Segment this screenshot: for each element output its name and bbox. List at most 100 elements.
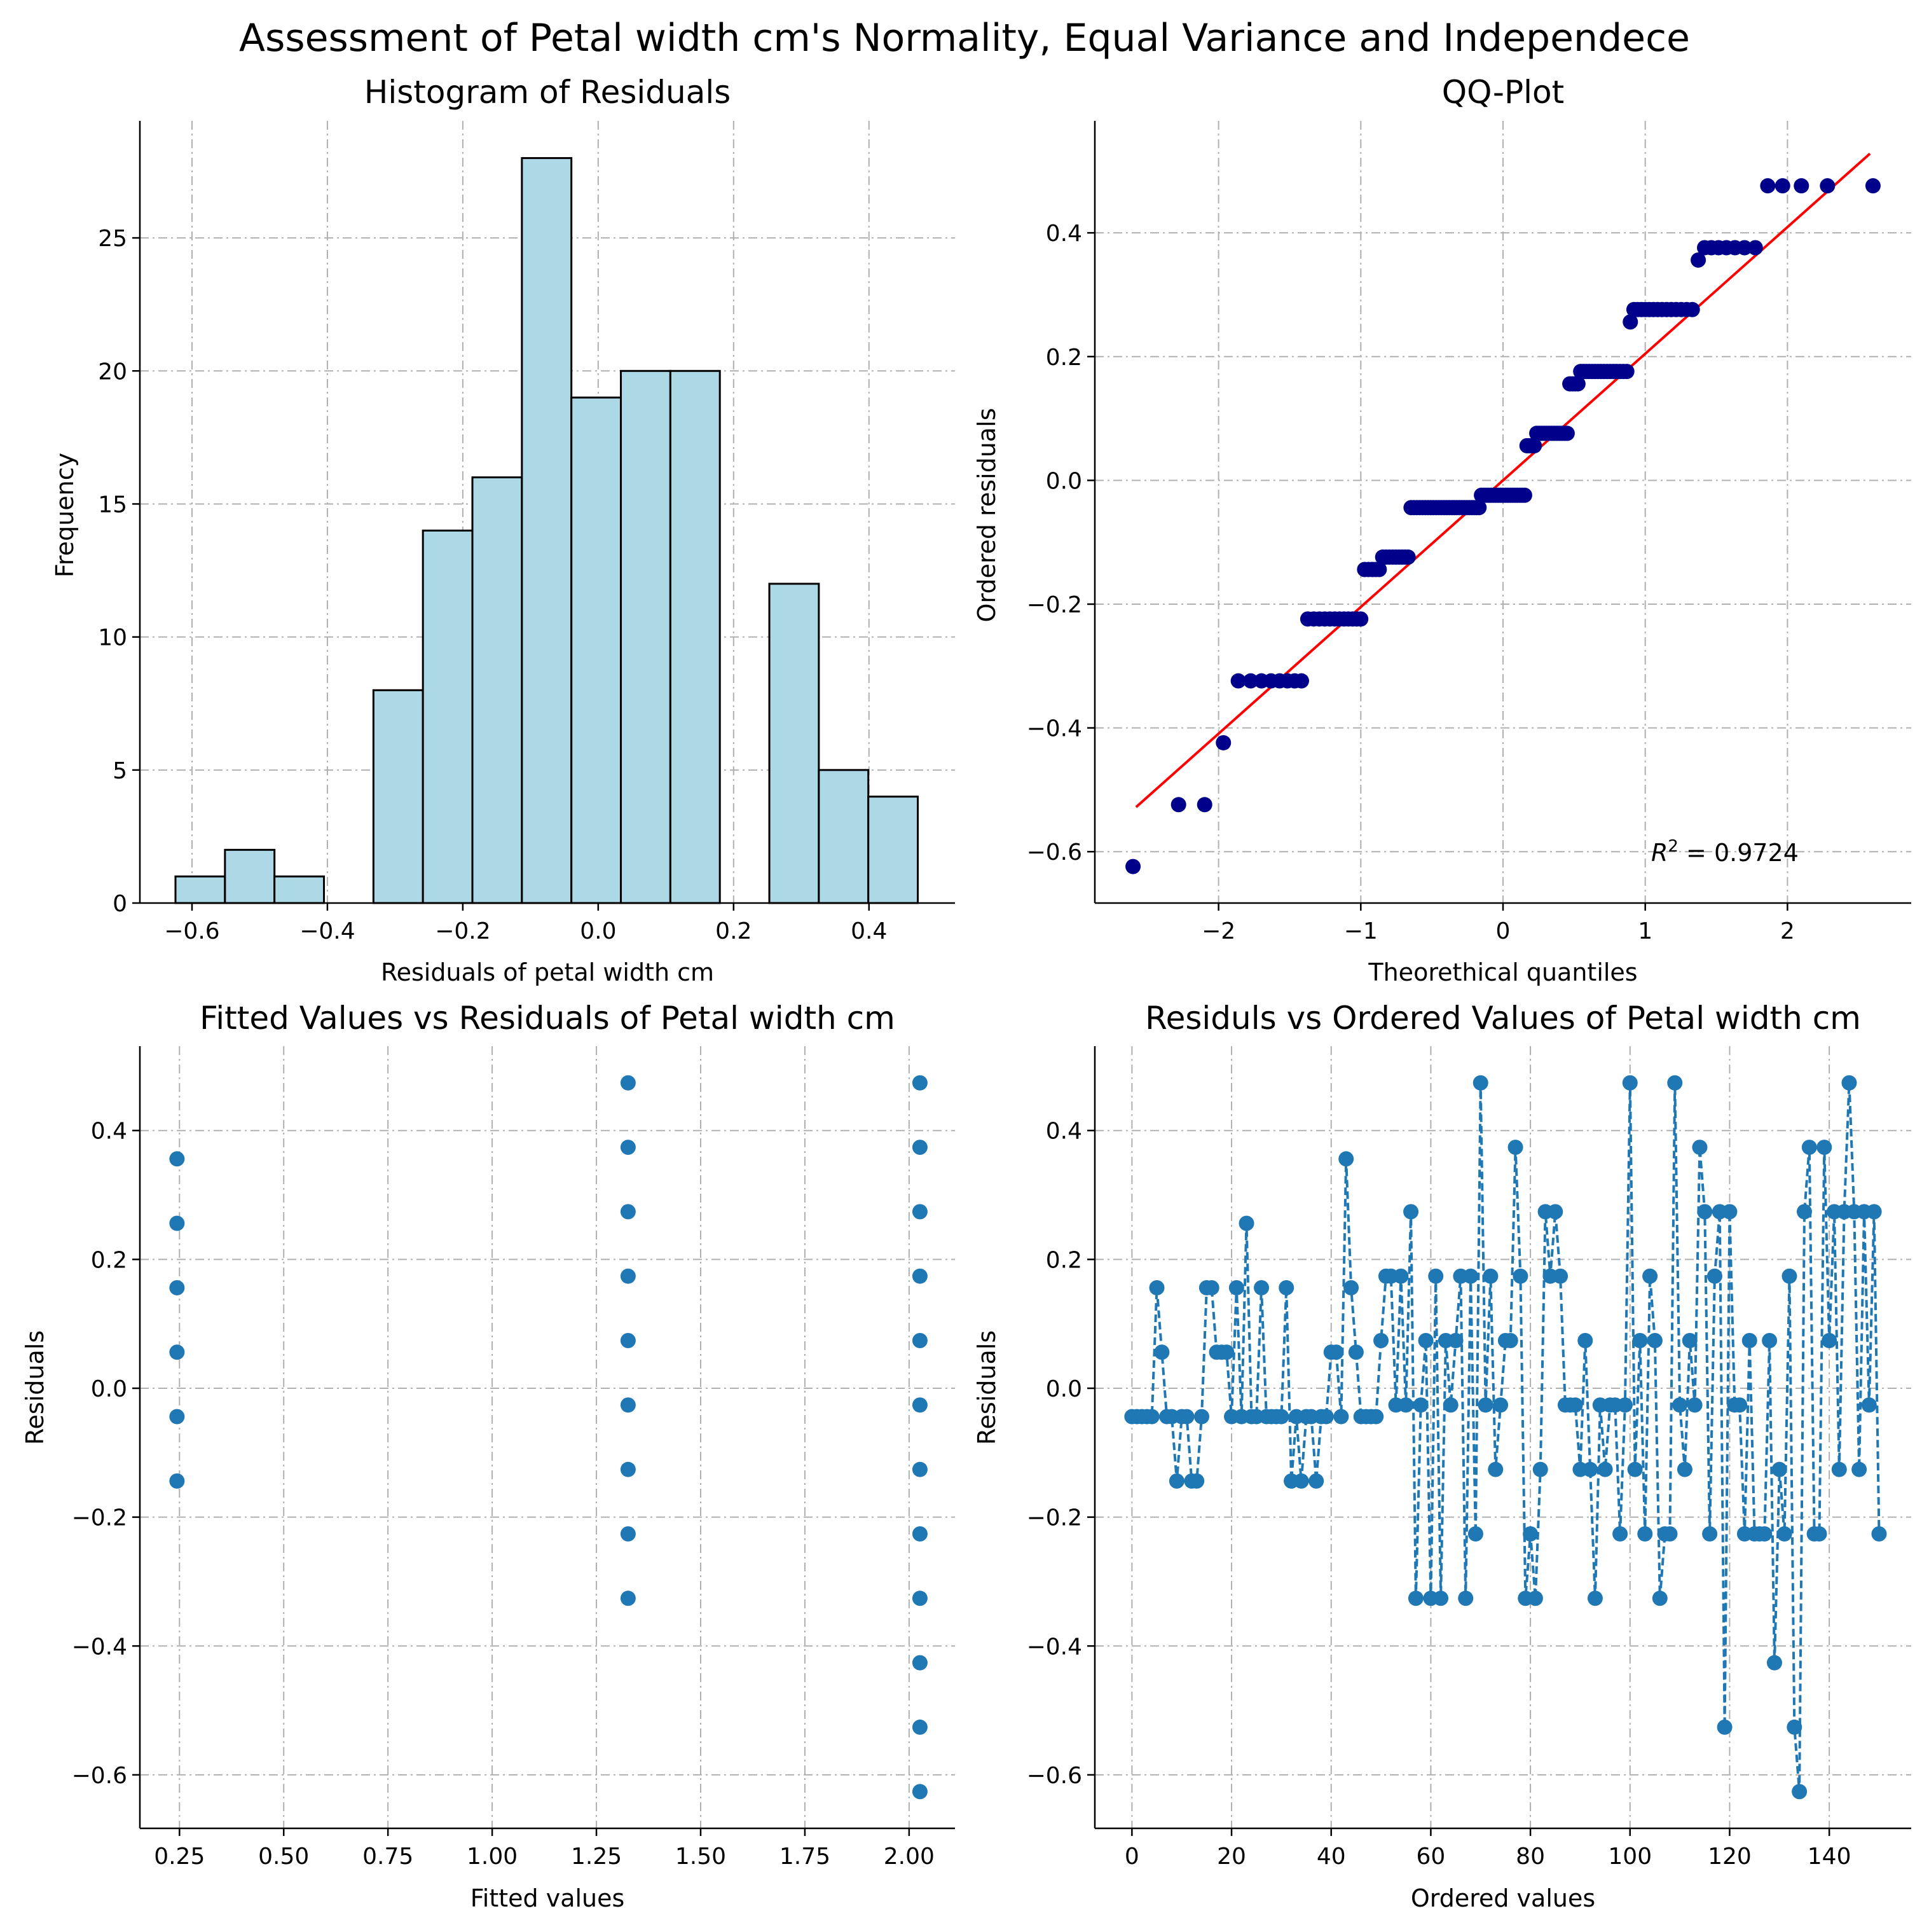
histogram-bar [372,689,424,904]
x-tick-label: 60 [1417,1844,1446,1870]
ordered-point [1771,1461,1787,1477]
histogram-bar [867,796,919,904]
qq-point [1471,500,1487,516]
qq-point [1216,735,1232,750]
ordered-point [1154,1344,1170,1360]
fitted-point [620,1590,636,1606]
ordered-point [1766,1655,1782,1671]
y-tick-label: 5 [113,758,127,784]
ordered-grid [1095,1046,1911,1828]
x-tick-label: −0.6 [164,918,219,944]
ordered-point [1403,1204,1419,1220]
ordered-point [1702,1526,1718,1542]
fitted-ylabel: Residuals [21,1330,49,1445]
ordered-point [1408,1590,1424,1606]
x-tick-label: 0 [1496,918,1511,944]
ordered-point [1413,1397,1429,1413]
ordered-point [1368,1409,1384,1425]
x-tick-label: 80 [1516,1844,1545,1870]
x-tick-label: 0.2 [715,918,752,944]
ordered-point [1333,1409,1349,1425]
qq-point [1570,376,1586,392]
ordered-point [1831,1461,1847,1477]
fitted-point [912,1268,928,1284]
panel-qq-plot: QQ-Plot −2 −1 0 1 2 −0.6 −0.4 −0.2 0.0 0.2 0.4 R2 … [973,74,1911,986]
ordered-point [1338,1151,1354,1167]
histogram-bar [224,848,276,904]
x-tick-label: 1.75 [779,1844,830,1870]
ordered-point [1189,1473,1205,1489]
qq-point [1820,178,1836,194]
x-tick-label: −0.4 [299,918,355,944]
ordered-point [1637,1526,1653,1542]
ordered-point [1871,1526,1887,1542]
x-tick-label: 0.25 [154,1844,205,1870]
ordered-point [1472,1075,1488,1091]
ordered-point [1617,1397,1633,1413]
y-tick-label: −0.2 [1027,592,1082,618]
fitted-point [912,1333,928,1349]
histogram-bar [521,157,573,904]
qq-point [1400,549,1416,565]
qq-fit-line [1135,153,1871,808]
ordered-point [1667,1075,1683,1091]
ordered-point [1373,1333,1389,1349]
figure-title: Assessment of Petal width cm's Normality… [239,16,1690,60]
ordered-point [1467,1526,1483,1542]
x-tick-label: 1.25 [571,1844,622,1870]
histogram-bar [669,369,721,904]
ordered-point [1822,1333,1837,1349]
y-tick-label: 0 [113,891,127,917]
y-tick-label: 10 [98,625,127,651]
fitted-point [912,1461,928,1477]
fitted-point [912,1526,928,1542]
ordered-point [1816,1140,1832,1156]
ordered-point [1687,1397,1703,1413]
y-tick-label: 0.0 [91,1376,127,1402]
fitted-point [620,1204,636,1220]
r-squared-superscript: 2 [1668,837,1678,856]
ordered-point [1647,1333,1663,1349]
qq-point [1243,673,1259,689]
ordered-point [1328,1344,1344,1360]
ordered-point [1144,1409,1160,1425]
histogram-bar [570,396,622,904]
ordered-point [1348,1344,1364,1360]
histogram-bar [273,875,326,904]
y-tick-label: −0.4 [72,1634,127,1660]
ordered-point [1652,1590,1668,1606]
x-tick-label: 2 [1780,918,1795,944]
qq-point [1691,252,1706,268]
fitted-point [620,1268,636,1284]
ordered-point [1418,1333,1434,1349]
ordered-point [1851,1461,1867,1477]
y-tick-label: 0.2 [91,1247,127,1273]
x-tick-label: −0.2 [435,918,490,944]
fitted-point [912,1590,928,1606]
fitted-point [620,1333,636,1349]
y-tick-label: −0.2 [1027,1505,1082,1531]
ordered-point [1692,1140,1708,1156]
ordered-point [1194,1409,1210,1425]
y-tick-label: 0.4 [91,1119,127,1145]
fitted-point [169,1280,185,1295]
ordered-point [1318,1409,1334,1425]
ordered-point [1553,1268,1569,1284]
qq-point [1623,314,1638,330]
x-tick-label: 120 [1708,1844,1752,1870]
ordered-ylabel: Residuals [973,1330,1001,1445]
x-tick-label: 0.0 [580,918,616,944]
ordered-point [1682,1333,1698,1349]
ordered-point [1672,1397,1688,1413]
qq-point [1197,797,1212,813]
x-tick-label: 40 [1317,1844,1346,1870]
fitted-point [620,1075,636,1091]
ordered-axes: 0 20 40 60 80 100 120 140 −0.6 −0.4 −0.2 0.0 0.2 0.4 [1027,1046,1911,1870]
qq-point [1516,487,1532,503]
qq-title: QQ-Plot [1442,74,1564,111]
fitted-point [169,1473,185,1489]
r-squared-symbol: R [1651,839,1668,867]
ordered-series [1124,1075,1887,1800]
qq-points [1125,153,1881,874]
